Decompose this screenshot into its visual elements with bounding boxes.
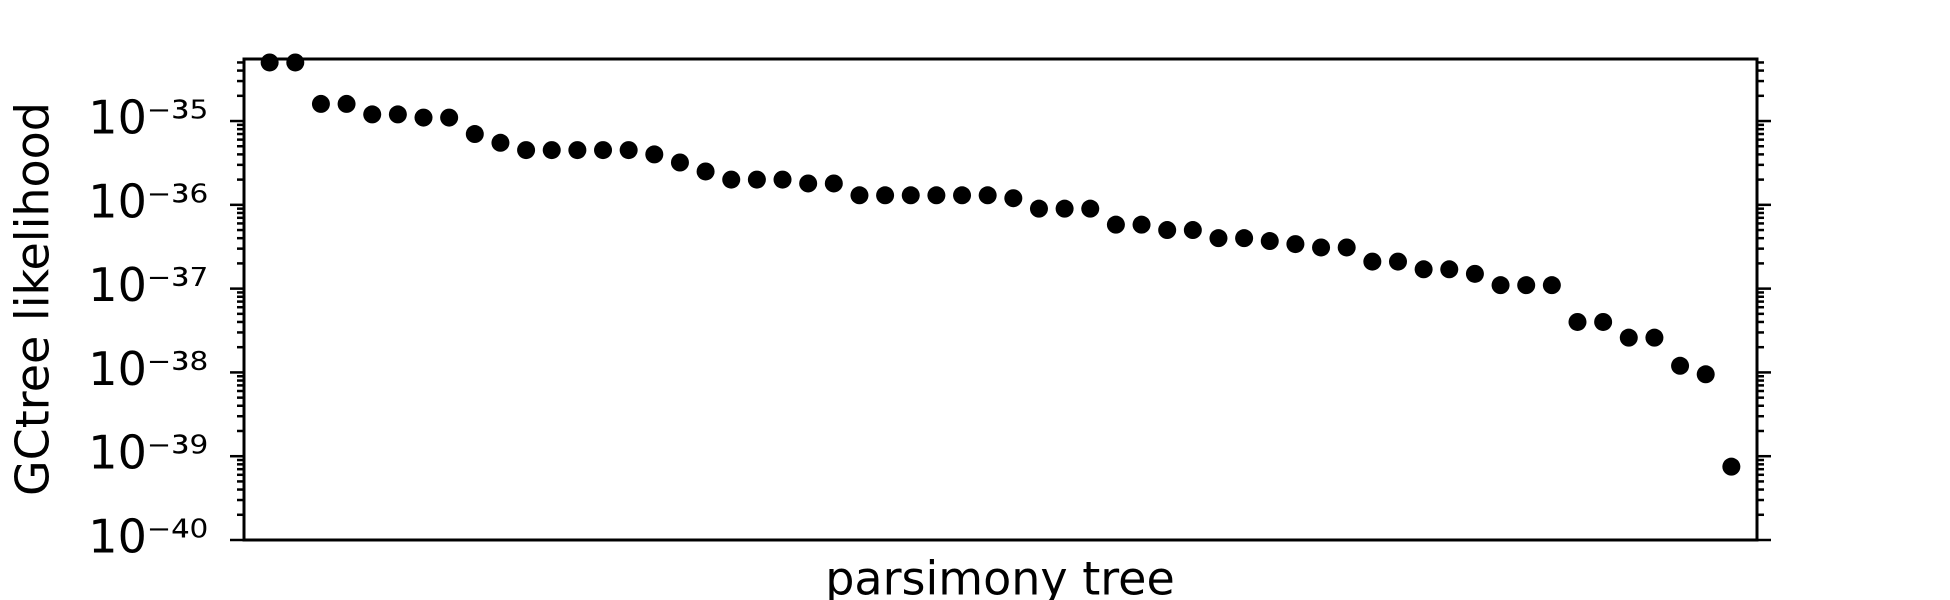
point xyxy=(1465,264,1484,283)
point xyxy=(1337,238,1356,257)
point xyxy=(440,108,459,127)
point xyxy=(1517,276,1536,295)
point xyxy=(901,186,920,205)
point xyxy=(260,53,279,72)
point xyxy=(1209,229,1228,248)
point xyxy=(311,94,330,113)
point xyxy=(337,94,356,113)
y-axis-label: GCtree likelihood xyxy=(6,102,60,496)
point xyxy=(568,141,587,160)
point xyxy=(1312,238,1331,257)
point xyxy=(1260,232,1279,251)
point xyxy=(696,162,715,181)
point xyxy=(1235,229,1254,248)
y-tick-label: 10⁻³⁷ xyxy=(88,258,208,312)
point xyxy=(1568,312,1587,331)
point xyxy=(1542,276,1561,295)
point xyxy=(1055,199,1074,218)
point xyxy=(1671,356,1690,375)
point xyxy=(799,174,818,193)
point xyxy=(1619,328,1638,347)
point xyxy=(286,53,305,72)
plot-frame xyxy=(242,57,1759,542)
point xyxy=(1183,221,1202,240)
point xyxy=(542,141,561,160)
point xyxy=(1414,260,1433,279)
point xyxy=(491,133,510,152)
point xyxy=(1286,235,1305,254)
point xyxy=(747,170,766,189)
y-tick-label: 10⁻³⁶ xyxy=(88,174,208,228)
y-tick-label: 10⁻³⁸ xyxy=(88,342,208,396)
point xyxy=(1594,312,1613,331)
point xyxy=(594,141,613,160)
y-tick-label: 10⁻³⁵ xyxy=(88,91,208,145)
point xyxy=(1722,457,1741,476)
point xyxy=(1363,252,1382,271)
point xyxy=(1491,276,1510,295)
point xyxy=(1004,189,1023,208)
point xyxy=(927,186,946,205)
point xyxy=(824,174,843,193)
point xyxy=(414,108,433,127)
point xyxy=(1645,328,1664,347)
point xyxy=(1158,221,1177,240)
y-tick-label: 10⁻⁴⁰ xyxy=(88,510,208,564)
point xyxy=(1029,199,1048,218)
point xyxy=(670,153,689,172)
point xyxy=(465,125,484,144)
point xyxy=(645,145,664,164)
x-axis-label: parsimony tree xyxy=(825,552,1175,600)
point xyxy=(1696,365,1715,384)
y-tick-label: 10⁻³⁹ xyxy=(88,426,208,480)
point xyxy=(978,186,997,205)
point xyxy=(388,105,407,124)
point xyxy=(1106,215,1125,234)
point xyxy=(363,105,382,124)
point xyxy=(1440,260,1459,279)
point xyxy=(1388,252,1407,271)
point xyxy=(773,170,792,189)
point xyxy=(619,141,638,160)
point xyxy=(517,141,536,160)
point xyxy=(953,186,972,205)
point xyxy=(722,170,741,189)
point xyxy=(876,186,895,205)
point xyxy=(1081,199,1100,218)
point xyxy=(850,186,869,205)
point xyxy=(1132,215,1151,234)
